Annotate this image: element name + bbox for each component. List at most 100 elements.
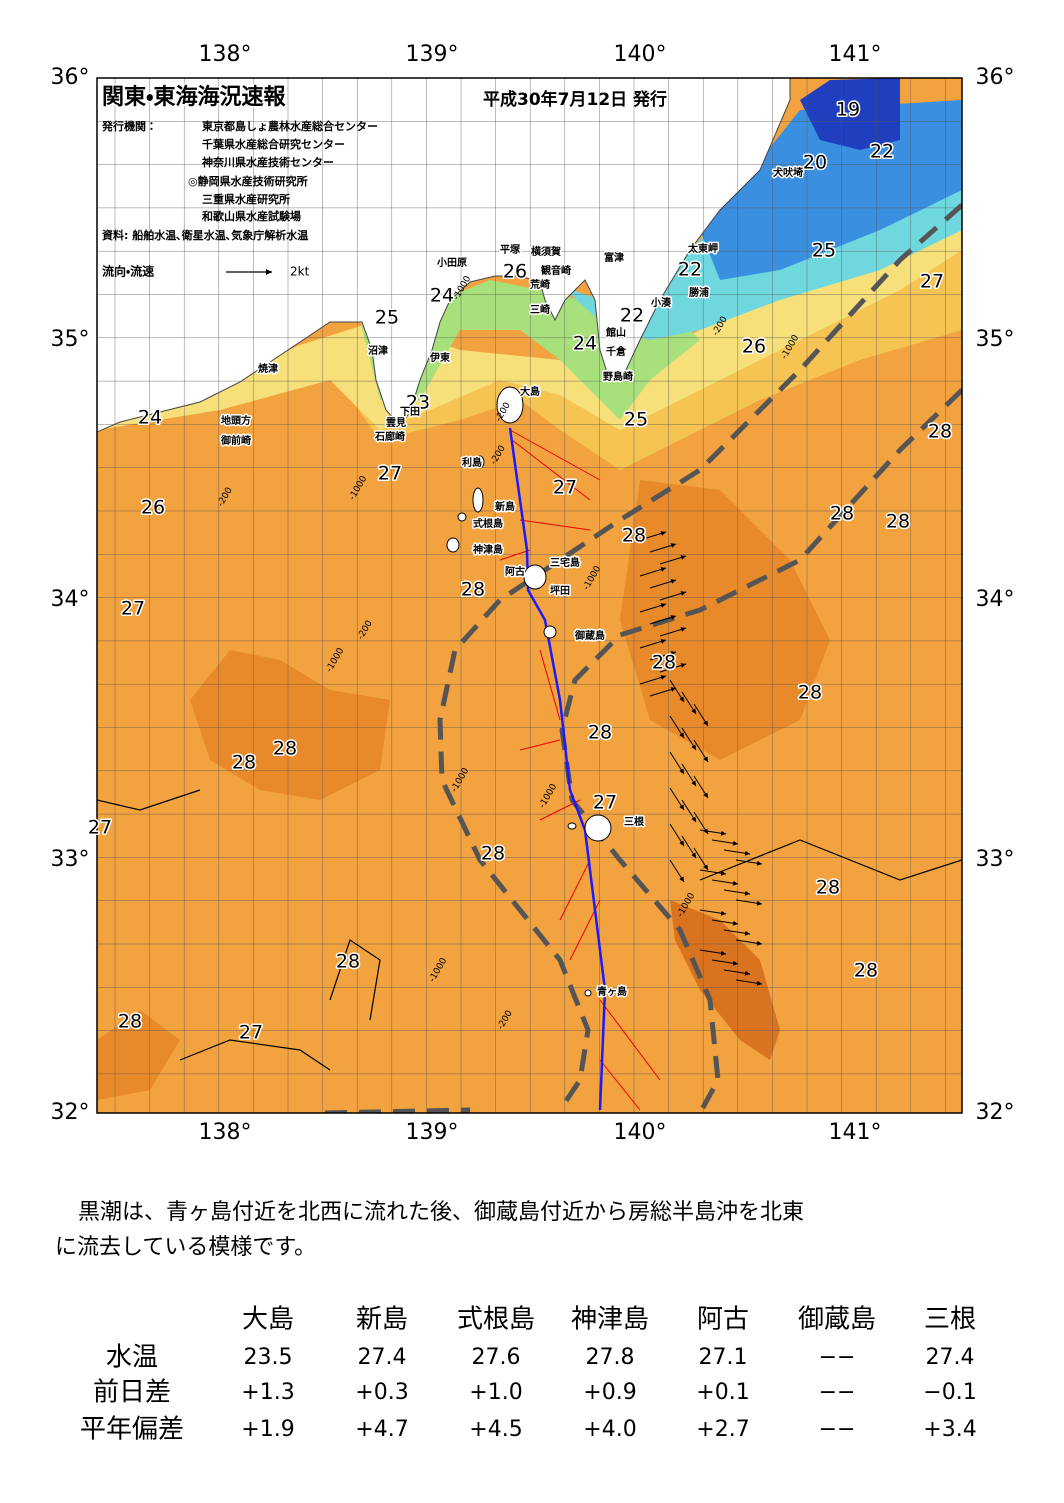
title: 関東・東海海況速報 xyxy=(102,84,286,110)
temperature-label: 27 xyxy=(593,792,617,814)
current-arrow xyxy=(639,639,667,649)
table-cell: 27.6 xyxy=(472,1345,521,1370)
table-cell: −− xyxy=(819,1345,856,1370)
table-cell: 27.4 xyxy=(926,1345,975,1370)
current-arrow xyxy=(723,929,751,936)
table-cell: +2.7 xyxy=(696,1417,749,1442)
place-name: 荒崎 xyxy=(529,278,550,291)
island xyxy=(446,537,460,553)
temperature-label: 27 xyxy=(88,817,112,839)
current-arrow xyxy=(693,811,709,835)
place-name: 観音崎 xyxy=(541,264,571,277)
current-vector xyxy=(509,429,601,481)
table-cell: +1.9 xyxy=(241,1417,294,1442)
temperature-label: 26 xyxy=(503,261,527,283)
isotherm xyxy=(179,1039,331,1071)
temperature-label: 24 xyxy=(573,333,597,355)
place-name: 坪田 xyxy=(550,584,570,597)
issue-date: 平成30年7月12日 発行 xyxy=(483,89,667,110)
place-name: 三根 xyxy=(624,815,645,828)
table-cell: 23.5 xyxy=(244,1345,293,1370)
latitude-label: 35° xyxy=(976,327,1015,352)
current-vector xyxy=(599,999,661,1081)
latitude-label: 32° xyxy=(976,1100,1015,1125)
island xyxy=(496,386,524,424)
place-name: 地頭方 xyxy=(221,414,251,427)
place-name: 館山 xyxy=(605,326,626,339)
issuer: 和歌山県水産試験場 xyxy=(202,209,301,223)
current-arrow xyxy=(735,899,763,906)
table-cell: +4.7 xyxy=(355,1417,408,1442)
place-name: 式根島 xyxy=(473,517,503,530)
latitude-label: 35° xyxy=(51,327,90,352)
temperature-label: 26 xyxy=(742,336,766,358)
temperature-label: 28 xyxy=(461,579,485,601)
temperature-label: 27 xyxy=(553,477,577,499)
place-name: 焼津 xyxy=(258,362,278,375)
temperature-label: 24 xyxy=(430,285,454,307)
table-cell: +0.9 xyxy=(583,1380,636,1405)
current-arrow xyxy=(659,627,687,637)
current-arrow xyxy=(693,703,709,727)
island xyxy=(472,487,484,513)
issuer: 千葉県水産総合研究センター xyxy=(202,137,345,151)
temperature-label: 28 xyxy=(336,951,360,973)
island xyxy=(584,989,592,997)
island xyxy=(543,625,557,639)
current-vector xyxy=(519,519,591,531)
current-arrow xyxy=(681,763,697,787)
temperature-zone xyxy=(97,200,962,470)
current-arrow xyxy=(699,949,727,956)
source: 資料: 船舶水温､衛星水温､気象庁解析水温 xyxy=(102,228,308,242)
current-arrow xyxy=(669,823,685,847)
current-arrow xyxy=(649,579,677,589)
place-name: 小田原 xyxy=(436,256,467,269)
current-arrow xyxy=(639,675,667,685)
current-arrow xyxy=(669,787,685,811)
longitude-label: 141° xyxy=(829,42,882,67)
current-arrow xyxy=(723,969,751,976)
temperature-label: 28 xyxy=(928,421,952,443)
temperature-label: 25 xyxy=(375,307,399,329)
temperature-label: 22 xyxy=(870,141,894,163)
place-name: 雲見 xyxy=(386,417,406,429)
temperature-label: 28 xyxy=(816,877,840,899)
latitude-label: 33° xyxy=(976,847,1015,872)
longitude-label: 139° xyxy=(406,42,459,67)
place-name: 小湊 xyxy=(650,296,672,309)
table-cell: 27.1 xyxy=(699,1345,748,1370)
current-arrow xyxy=(649,687,677,697)
table-header: 阿古 xyxy=(697,1305,749,1335)
place-name: 三崎 xyxy=(530,303,550,316)
temperature-zone xyxy=(700,100,962,280)
place-name: 御蔵島 xyxy=(574,629,605,642)
current-arrow xyxy=(681,727,697,751)
island xyxy=(584,814,612,842)
place-name: 千倉 xyxy=(606,345,627,358)
temperature-label: 28 xyxy=(854,960,878,982)
current-arrow xyxy=(735,979,763,986)
temperature-label: 23 xyxy=(406,392,430,414)
table-cell: +1.3 xyxy=(241,1380,294,1405)
table-cell: +4.5 xyxy=(469,1417,522,1442)
current-arrow xyxy=(669,679,685,703)
temperature-label: 20 xyxy=(803,152,827,174)
row-label: 平年偏差 xyxy=(80,1415,184,1445)
current-arrow xyxy=(699,869,727,876)
table-header: 式根島 xyxy=(457,1305,535,1335)
current-arrow xyxy=(669,751,685,775)
map-frame xyxy=(96,77,963,1114)
temperature-label: 22 xyxy=(678,259,702,281)
place-name: 犬吠埼 xyxy=(773,166,803,179)
kuroshio-axis xyxy=(324,1107,471,1113)
temperature-label: 26 xyxy=(141,497,165,519)
current-vector xyxy=(499,549,531,561)
current-arrow xyxy=(735,939,763,946)
temperature-zone xyxy=(97,190,962,430)
temperature-label: 28 xyxy=(481,843,505,865)
kuroshio-axis xyxy=(437,203,962,1112)
current-arrow xyxy=(711,879,739,886)
current-arrow xyxy=(711,959,739,966)
place-name: 青ヶ島 xyxy=(597,985,627,998)
